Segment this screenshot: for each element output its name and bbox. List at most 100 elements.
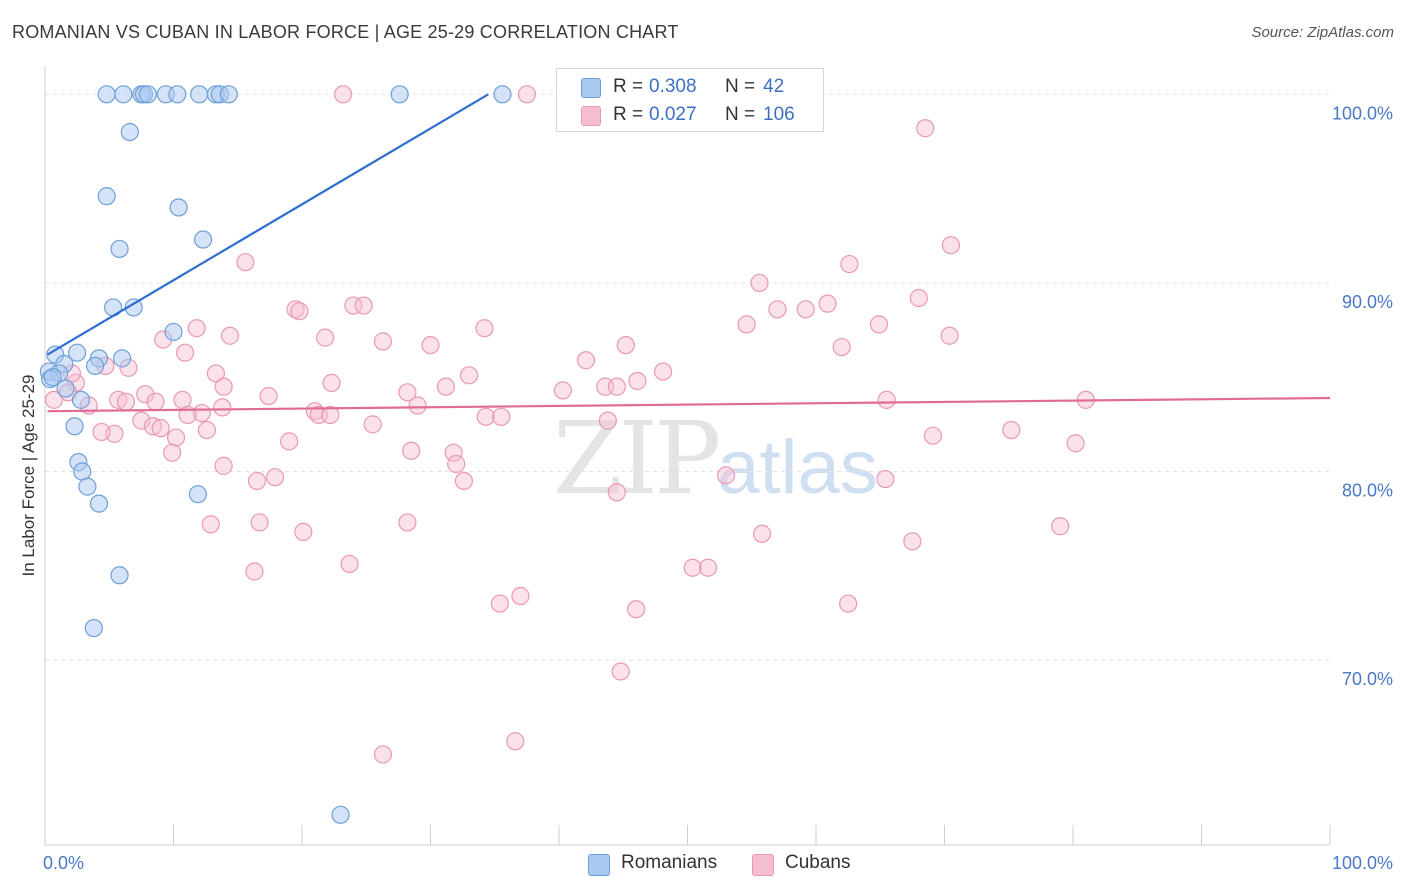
cubans-point xyxy=(322,373,341,392)
cubans-point xyxy=(421,336,440,355)
romanians-point xyxy=(168,85,187,104)
cubans-point xyxy=(201,515,220,534)
romanians-point xyxy=(110,239,129,259)
cubans-point xyxy=(607,483,626,502)
romanians-point xyxy=(193,230,213,249)
romanians-point xyxy=(97,85,116,104)
cubans-point xyxy=(839,594,858,613)
cubans-point xyxy=(941,236,961,255)
cubans-point xyxy=(716,466,736,485)
romanians-point xyxy=(78,477,97,496)
cubans-point xyxy=(373,745,393,764)
watermark-atlas: atlas xyxy=(717,425,878,510)
cubans-point xyxy=(363,415,382,434)
romanians-point xyxy=(71,390,91,409)
cubans-point xyxy=(626,600,646,619)
cubans-points xyxy=(44,85,1095,764)
cubans-point xyxy=(818,294,837,313)
romanians-point xyxy=(86,356,105,376)
cubans-point xyxy=(280,432,299,451)
cubans-point xyxy=(869,315,889,334)
romanians-point xyxy=(190,85,209,104)
cubans-swatch xyxy=(581,106,601,126)
cubans-point xyxy=(768,300,787,319)
romanians-r-value: 0.308 xyxy=(649,76,697,97)
cubans-point xyxy=(163,443,182,462)
cubans-point xyxy=(116,392,136,411)
cubans-point xyxy=(1051,517,1070,536)
cubans-point xyxy=(923,426,943,445)
cubans-point xyxy=(265,468,285,487)
cubans-point xyxy=(173,390,192,409)
cubans-point xyxy=(247,471,267,491)
cubans-point xyxy=(1002,420,1021,440)
cubans-r-label: R = xyxy=(613,104,644,125)
romanians-point xyxy=(73,462,92,481)
cubans-point xyxy=(698,558,718,577)
cubans-point xyxy=(444,443,463,462)
cubans-point xyxy=(408,396,427,415)
romanians-swatch xyxy=(581,78,601,98)
romanians-point xyxy=(164,322,183,342)
cubans-point xyxy=(877,390,896,409)
romanians-point xyxy=(114,85,133,104)
cubans-point xyxy=(616,336,635,355)
romanians-point xyxy=(390,85,409,104)
cubans-point xyxy=(334,85,353,104)
cubans-point xyxy=(132,411,151,430)
cubans-point xyxy=(214,377,233,396)
chart-title: ROMANIAN VS CUBAN IN LABOR FORCE | AGE 2… xyxy=(12,22,679,42)
cubans-r-value: 0.027 xyxy=(649,104,697,125)
watermark-zip: ZIP xyxy=(553,400,721,517)
y-tick-label: 90.0% xyxy=(1342,292,1393,312)
cubans-point xyxy=(490,594,509,613)
cubans-n-label: N = xyxy=(725,104,756,125)
romanians-point xyxy=(97,187,116,206)
cubans-point xyxy=(796,300,815,319)
cubans-point xyxy=(683,558,702,577)
cubans-point xyxy=(316,328,335,347)
cubans-point xyxy=(340,554,359,574)
cubans-point xyxy=(903,532,922,551)
cubans-point xyxy=(511,586,530,606)
source-credit: Source: ZipAtlas.com xyxy=(1251,24,1394,41)
cubans-point xyxy=(136,385,155,404)
cubans-point xyxy=(909,288,928,308)
cubans-point xyxy=(321,405,340,425)
cubans-point xyxy=(492,407,511,426)
correlation-legend: R = 0.308 N = 42 R = 0.027 N = 106 xyxy=(556,68,824,132)
cubans-point xyxy=(750,273,769,293)
cubans-point xyxy=(832,337,851,357)
romanians-point xyxy=(120,122,139,142)
cubans-point xyxy=(214,456,233,475)
watermark: ZIPatlas xyxy=(553,400,878,517)
romanians-point xyxy=(89,494,109,513)
cubans-point xyxy=(1066,434,1085,453)
cubans-point xyxy=(250,513,269,532)
cubans-point xyxy=(402,441,421,460)
cubans-point xyxy=(611,662,630,681)
cubans-point xyxy=(476,407,495,426)
cubans-trend-line xyxy=(47,396,1331,413)
cubans-point xyxy=(92,422,111,442)
cubans-point xyxy=(354,296,373,315)
cubans-point xyxy=(840,254,859,274)
y-axis-title: In Labor Force | Age 25-29 xyxy=(19,375,38,577)
romanians-point xyxy=(124,298,143,317)
romanians-n-value: 42 xyxy=(763,76,785,97)
cubans-point xyxy=(607,377,626,396)
cubans-point xyxy=(294,522,313,541)
cubans-point xyxy=(290,302,309,321)
trend-lines xyxy=(47,93,1331,413)
cubans-point xyxy=(506,732,525,751)
romanians-trend-line xyxy=(47,93,489,356)
cubans-point xyxy=(236,253,255,272)
romanians-point xyxy=(68,343,87,362)
cubans-point xyxy=(454,471,474,491)
romanians-legend-swatch xyxy=(588,854,610,876)
cubans-point xyxy=(146,392,165,411)
cubans-point xyxy=(151,419,170,438)
cubans-point xyxy=(398,513,417,532)
romanians-point xyxy=(65,417,84,436)
